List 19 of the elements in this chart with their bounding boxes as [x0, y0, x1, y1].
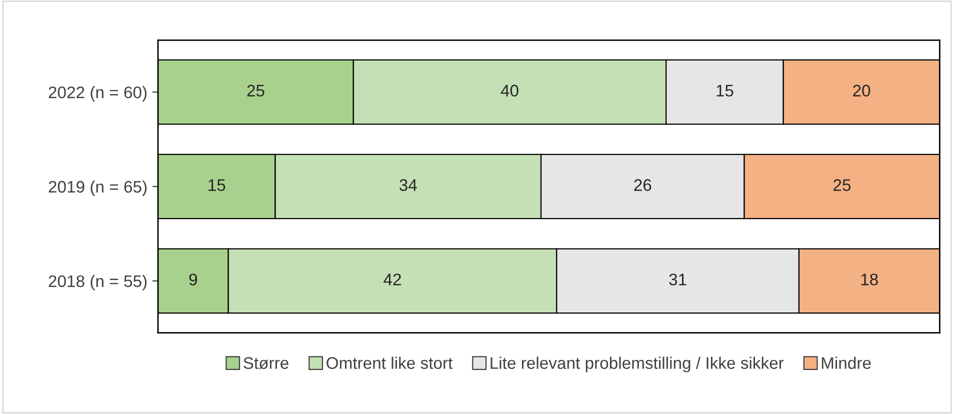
- data-label: 15: [208, 179, 226, 191]
- data-label: 34: [399, 179, 417, 191]
- legend-label: Mindre: [822, 356, 871, 369]
- legend-label: Lite relevant problemstilling / Ikke sikker: [490, 356, 784, 372]
- legend-label: Omtrent like stort: [326, 356, 453, 369]
- data-label: 40: [500, 84, 518, 97]
- data-label: 18: [861, 274, 878, 286]
- data-label: 20: [853, 84, 870, 97]
- y-tick-label: 2019 (n = 65): [48, 180, 147, 196]
- data-label: 26: [634, 179, 652, 191]
- data-label: 9: [189, 274, 198, 286]
- data-label: 25: [247, 84, 264, 97]
- data-label: 25: [834, 179, 851, 191]
- data-label: 31: [669, 274, 686, 286]
- y-tick-label: 2018 (n = 55): [48, 274, 147, 290]
- data-label: 42: [384, 274, 401, 286]
- legend-label: Større: [244, 357, 288, 370]
- y-tick-label: 2022 (n = 60): [48, 86, 147, 102]
- data-label: 15: [716, 84, 734, 97]
